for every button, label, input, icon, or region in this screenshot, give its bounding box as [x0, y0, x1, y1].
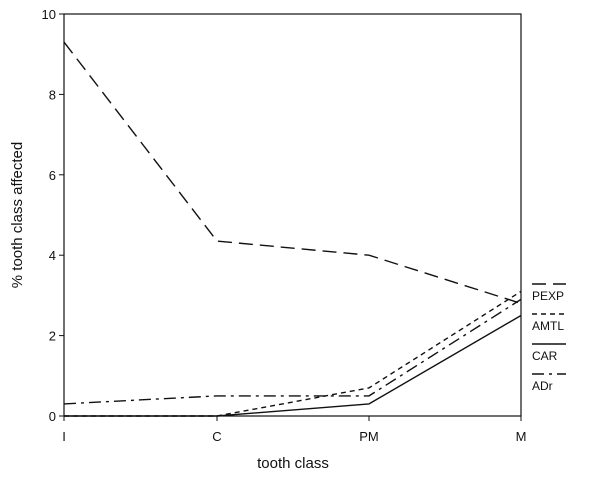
y-axis-title: % tooth class affected — [9, 142, 26, 288]
x-tick-label: PM — [359, 429, 379, 444]
y-tick-label: 10 — [42, 7, 56, 22]
legend-label-pexp: PEXP — [532, 289, 564, 303]
legend-label-adr: ADr — [532, 379, 553, 393]
series-line-adr — [63, 298, 522, 405]
x-tick-label: C — [212, 429, 221, 444]
y-tick-label: 4 — [49, 248, 56, 263]
x-tick-label: I — [62, 429, 66, 444]
legend-label-amtl: AMTL — [532, 319, 564, 333]
y-tick-label: 8 — [49, 87, 56, 102]
x-tick-label: M — [516, 429, 527, 444]
y-axis: 0 2 4 6 8 10 — [42, 7, 64, 424]
plot-frame — [63, 13, 522, 417]
series-line-car — [64, 314, 522, 417]
series-lines — [63, 41, 522, 417]
series-line-pexp — [63, 41, 522, 305]
y-tick-label: 0 — [49, 409, 56, 424]
x-axis-title: tooth class — [257, 455, 329, 472]
y-tick-label: 6 — [49, 168, 56, 183]
legend: PEXP AMTL CAR ADr — [532, 283, 566, 393]
x-axis: I C PM M — [62, 416, 526, 444]
y-tick-label: 2 — [49, 329, 56, 344]
legend-label-car: CAR — [532, 349, 558, 363]
series-line-amtl — [64, 290, 522, 417]
